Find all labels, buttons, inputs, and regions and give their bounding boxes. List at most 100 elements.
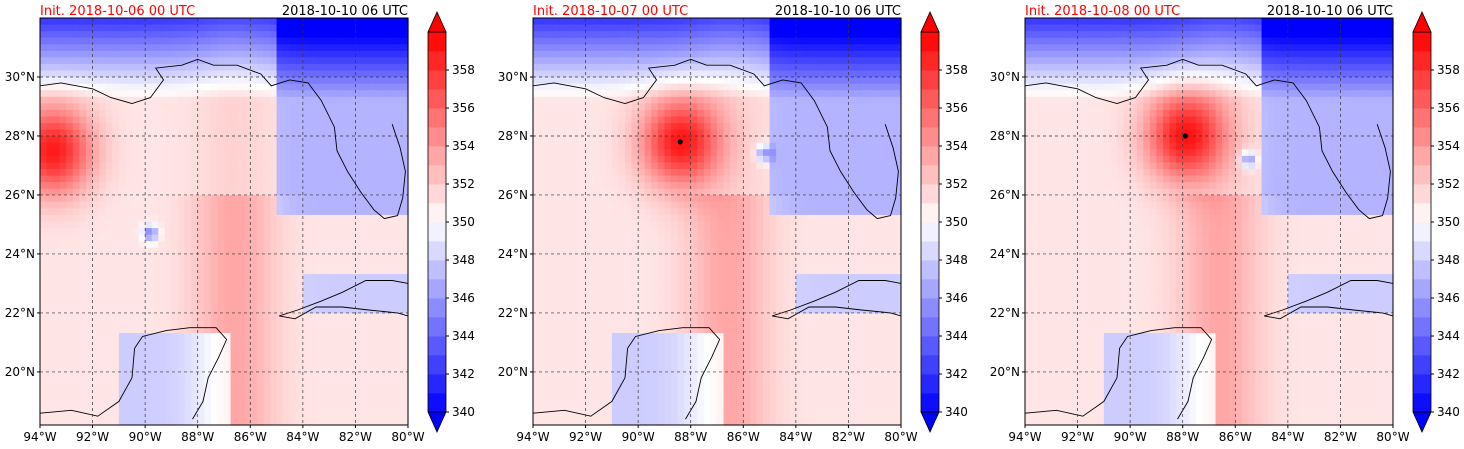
colorbar-tick-label: 358 (1437, 63, 1460, 77)
lon-tick-label: 84°W (1271, 430, 1304, 444)
field-shading (533, 18, 902, 426)
valid-time-label: 2018-10-10 06 UTC (282, 4, 408, 19)
colorbar-extend-high (1412, 11, 1432, 33)
valid-time-label: 2018-10-10 06 UTC (1267, 4, 1393, 19)
lon-tick-label: 86°W (1219, 430, 1252, 444)
colorbar-tick-label: 346 (1437, 291, 1460, 305)
lat-tick-label: 30°N (498, 70, 528, 84)
lat-tick-label: 22°N (5, 306, 35, 320)
lon-tick-label: 90°W (622, 430, 655, 444)
colorbar-tick-label: 350 (452, 215, 475, 229)
colorbar-tick-label: 356 (945, 101, 968, 115)
map-frame (532, 17, 902, 426)
colorbar-extend-high (427, 11, 447, 33)
lat-tick-label: 24°N (990, 247, 1020, 261)
colorbar-tick-label: 344 (452, 329, 475, 343)
colorbar-tick-label: 340 (1437, 405, 1460, 419)
colorbar-tick-label: 358 (452, 63, 475, 77)
colorbar-extend-low (1412, 411, 1432, 433)
lon-tick-label: 88°W (674, 430, 707, 444)
colorbar-tick-label: 358 (945, 63, 968, 77)
lat-tick-label: 20°N (990, 365, 1020, 379)
lon-tick-label: 94°W (23, 430, 56, 444)
lon-tick-label: 94°W (516, 430, 549, 444)
field-shading (1025, 18, 1394, 426)
lon-tick-label: 80°W (1376, 430, 1409, 444)
init-time-label: Init. 2018-10-07 00 UTC (533, 4, 688, 19)
lat-tick-label: 24°N (498, 247, 528, 261)
init-time-label: Init. 2018-10-06 00 UTC (40, 4, 195, 19)
colorbar-tick-label: 348 (1437, 253, 1460, 267)
map-panel-2: Init. 2018-10-07 00 UTC 2018-10-10 06 UTC… (498, 4, 968, 444)
valid-time-label: 2018-10-10 06 UTC (775, 4, 901, 19)
colorbar-tick-label: 352 (1437, 177, 1460, 191)
colorbar-tick-label: 350 (1437, 215, 1460, 229)
colorbar-tick-label: 354 (452, 139, 475, 153)
map-frame (39, 17, 409, 426)
colorbar-tick-label: 342 (945, 367, 968, 381)
lon-tick-label: 88°W (1166, 430, 1199, 444)
colorbar-tick-label: 348 (452, 253, 475, 267)
colorbar-tick-label: 344 (1437, 329, 1460, 343)
lat-tick-label: 26°N (498, 188, 528, 202)
lat-tick-label: 20°N (5, 365, 35, 379)
lon-tick-label: 92°W (1061, 430, 1094, 444)
colorbar-2: 340 342 344 346 348 350 352 354 356 358 (920, 11, 968, 433)
colorbar-tick-label: 346 (452, 291, 475, 305)
colorbar-tick-label: 352 (945, 177, 968, 191)
lon-tick-label: 80°W (391, 430, 424, 444)
lon-tick-label: 80°W (884, 430, 917, 444)
colorbar-tick-label: 356 (1437, 101, 1460, 115)
lat-tick-label: 26°N (990, 188, 1020, 202)
coastlines (1024, 58, 1394, 420)
colorbar-tick-label: 340 (452, 405, 475, 419)
field-shading (40, 18, 409, 426)
lat-tick-label: 22°N (990, 306, 1020, 320)
colorbar-1: 340 342 344 346 348 350 352 354 356 358 (427, 11, 475, 433)
lon-tick-label: 82°W (1324, 430, 1357, 444)
lon-tick-label: 86°W (234, 430, 267, 444)
lat-tick-label: 30°N (990, 70, 1020, 84)
storm-center-marker (1182, 133, 1188, 139)
lon-tick-label: 92°W (569, 430, 602, 444)
colorbar-extend-high (920, 11, 940, 33)
lon-tick-label: 90°W (1114, 430, 1147, 444)
lat-tick-label: 28°N (990, 129, 1020, 143)
lon-tick-label: 86°W (727, 430, 760, 444)
storm-center-marker (677, 139, 683, 145)
colorbar-tick-label: 342 (452, 367, 475, 381)
lat-tick-label: 22°N (498, 306, 528, 320)
colorbar-tick-label: 350 (945, 215, 968, 229)
lat-tick-label: 30°N (5, 70, 35, 84)
lon-tick-label: 88°W (181, 430, 214, 444)
map-frame (1024, 17, 1394, 426)
lat-tick-label: 20°N (498, 365, 528, 379)
lat-tick-label: 28°N (5, 129, 35, 143)
colorbar-tick-label: 344 (945, 329, 968, 343)
lon-tick-label: 82°W (832, 430, 865, 444)
colorbar-tick-label: 354 (1437, 139, 1460, 153)
colorbar-extend-low (920, 411, 940, 433)
lon-tick-label: 92°W (76, 430, 109, 444)
colorbar-tick-label: 356 (452, 101, 475, 115)
lon-tick-label: 90°W (129, 430, 162, 444)
lat-tick-label: 24°N (5, 247, 35, 261)
colorbar-tick-label: 342 (1437, 367, 1460, 381)
lon-tick-label: 94°W (1008, 430, 1041, 444)
colorbar-extend-low (427, 411, 447, 433)
coastlines (39, 58, 409, 420)
map-panel-1: Init. 2018-10-06 00 UTC 2018-10-10 06 UTC… (5, 4, 475, 444)
coastlines (532, 58, 902, 420)
colorbar-tick-label: 348 (945, 253, 968, 267)
lon-tick-label: 82°W (339, 430, 372, 444)
colorbar-3: 340 342 344 346 348 350 352 354 356 358 (1412, 11, 1460, 433)
colorbar-tick-label: 352 (452, 177, 475, 191)
colorbar-tick-label: 346 (945, 291, 968, 305)
lat-tick-label: 26°N (5, 188, 35, 202)
lon-tick-label: 84°W (286, 430, 319, 444)
lon-tick-label: 84°W (779, 430, 812, 444)
map-panel-3: Init. 2018-10-08 00 UTC 2018-10-10 06 UTC… (990, 4, 1460, 444)
lat-tick-label: 28°N (498, 129, 528, 143)
colorbar-tick-label: 354 (945, 139, 968, 153)
